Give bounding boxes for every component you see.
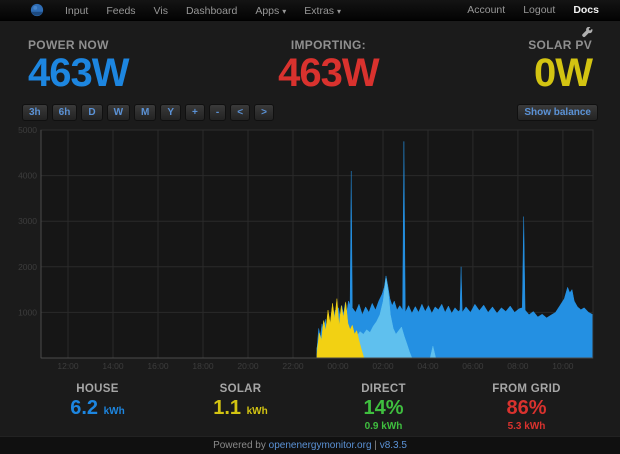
footer-bar: Powered by openenergymonitor.org | v8.3.… [0, 436, 620, 454]
configure-app-wrench-icon[interactable] [582, 25, 593, 43]
time-range-button-m[interactable]: M [134, 104, 157, 121]
stat-power-now: POWER NOW 463W [28, 38, 129, 94]
direct-percent: 14% [363, 397, 404, 419]
solar-pv-value: 0W [534, 51, 593, 95]
house-label: HOUSE [76, 383, 119, 395]
importing-label: IMPORTING: [290, 38, 366, 52]
navbar-left-menu: Input Feeds Vis Dashboard Apps ▾ Extras ▾ [56, 1, 350, 19]
solar-pv-label: SOLAR PV [528, 38, 592, 52]
svg-text:10:00: 10:00 [552, 361, 574, 371]
from-grid-kwh: 5.3 kWh [507, 421, 546, 432]
svg-text:12:00: 12:00 [57, 361, 79, 371]
solar-unit: kWh [246, 406, 268, 417]
nav-item-vis[interactable]: Vis [153, 5, 168, 17]
time-range-button-w[interactable]: W [106, 104, 131, 121]
stat-house: HOUSE 6.2 kWh [26, 383, 169, 432]
nav-item-input[interactable]: Input [65, 5, 89, 17]
svg-text:16:00: 16:00 [147, 361, 169, 371]
svg-text:00:00: 00:00 [327, 361, 349, 371]
time-range-button-pan-right[interactable]: > [254, 104, 274, 121]
svg-text:22:00: 22:00 [282, 361, 304, 371]
footer-prefix-text: Powered by [213, 440, 266, 451]
nav-item-docs[interactable]: Docs [573, 4, 599, 16]
svg-text:2000: 2000 [18, 262, 37, 272]
svg-text:14:00: 14:00 [102, 361, 124, 371]
solar-value: 1.1 kWh [169, 398, 312, 418]
nav-item-extras[interactable]: Extras ▾ [304, 5, 342, 17]
power-history-chart[interactable]: 1000 2000 3000 4000 5000 12:00 14:00 16:00 18:00… [15, 125, 605, 374]
svg-text:08:00: 08:00 [507, 361, 529, 371]
svg-text:06:00: 06:00 [462, 361, 484, 371]
power-now-label: POWER NOW [28, 38, 109, 52]
solar-label: SOLAR [219, 383, 262, 395]
power-now-value: 463W [28, 51, 129, 95]
version-text: v8.3.5 [379, 440, 407, 451]
nav-item-apps[interactable]: Apps ▾ [255, 5, 287, 17]
time-range-buttons: 3h 6h D W M Y + - < > [22, 104, 278, 121]
direct-kwh: 0.9 kWh [364, 421, 403, 432]
caret-down-icon: ▾ [282, 7, 287, 16]
svg-text:5000: 5000 [18, 126, 37, 135]
time-range-button-zoom-out[interactable]: - [208, 104, 227, 121]
navbar-right-menu: Account Logout Docs [458, 4, 608, 16]
from-grid-label: FROM GRID [492, 383, 561, 395]
nav-item-dashboard[interactable]: Dashboard [185, 5, 238, 17]
svg-text:20:00: 20:00 [237, 361, 259, 371]
house-value: 6.2 kWh [26, 398, 169, 418]
time-range-button-y[interactable]: Y [160, 104, 182, 121]
nav-item-account[interactable]: Account [467, 4, 506, 16]
header-stats-row: POWER NOW 463W IMPORTING: 463W SOLAR PV … [28, 38, 593, 95]
time-range-button-3h[interactable]: 3h [22, 104, 48, 121]
top-navbar: Input Feeds Vis Dashboard Apps ▾ Extras ▾ Accou… [0, 0, 620, 21]
stat-from-grid: FROM GRID 86% 5.3 kWh [455, 383, 598, 432]
solar-kwh: 1.1 [213, 397, 242, 419]
nav-item-feeds[interactable]: Feeds [106, 5, 136, 17]
nav-item-logout[interactable]: Logout [523, 4, 556, 16]
time-range-button-pan-left[interactable]: < [230, 104, 251, 121]
svg-text:4000: 4000 [18, 171, 37, 181]
power-chart-canvas[interactable]: 1000 2000 3000 4000 5000 12:00 14:00 16:00 18:00… [15, 125, 605, 374]
stat-solar: SOLAR 1.1 kWh [169, 383, 312, 432]
bottom-stats-row: HOUSE 6.2 kWh SOLAR 1.1 kWh DIRECT 14% 0… [26, 383, 598, 432]
svg-text:1000: 1000 [18, 307, 37, 317]
svg-text:02:00: 02:00 [372, 361, 394, 371]
time-range-button-zoom-in[interactable]: + [185, 104, 205, 121]
time-range-toolbar: 3h 6h D W M Y + - < > Show balance [22, 104, 598, 121]
emoncms-logo-icon[interactable] [30, 3, 44, 17]
direct-label: DIRECT [361, 383, 406, 395]
caret-down-icon: ▾ [337, 7, 342, 16]
stat-solar-pv: SOLAR PV 0W [528, 38, 593, 95]
footer-separator: | [374, 440, 377, 451]
openenergymonitor-link[interactable]: openenergymonitor.org [268, 440, 372, 451]
stat-importing: IMPORTING: 463W [278, 38, 379, 94]
svg-text:18:00: 18:00 [192, 361, 214, 371]
house-unit: kWh [103, 406, 125, 417]
from-grid-percent: 86% [506, 397, 547, 419]
svg-text:3000: 3000 [18, 216, 37, 226]
importing-value: 463W [278, 51, 379, 95]
time-range-button-6h[interactable]: 6h [51, 104, 78, 121]
stat-direct: DIRECT 14% 0.9 kWh [312, 383, 455, 432]
svg-text:04:00: 04:00 [417, 361, 439, 371]
time-range-button-d[interactable]: D [81, 104, 103, 121]
house-kwh: 6.2 [70, 397, 99, 419]
show-balance-button[interactable]: Show balance [517, 104, 598, 121]
